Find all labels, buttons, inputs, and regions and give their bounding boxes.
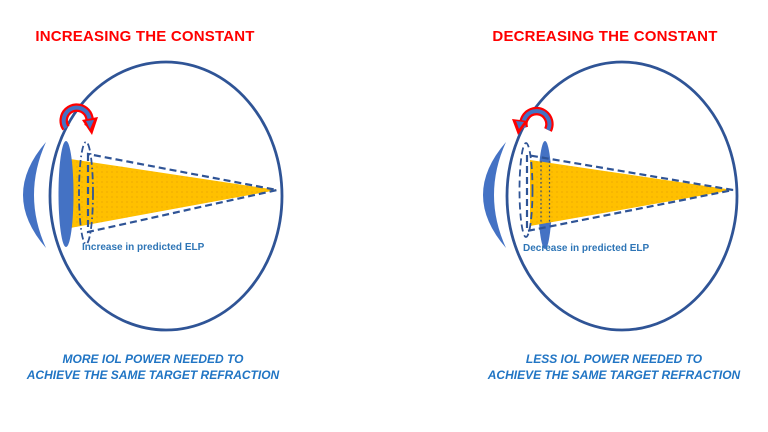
right-caption: LESS IOL POWER NEEDED TO ACHIEVE THE SAM…: [484, 351, 744, 383]
light-cone-texture: [70, 159, 277, 228]
right-caption-line2: ACHIEVE THE SAME TARGET REFRACTION: [487, 368, 741, 382]
left-panel-title: INCREASING THE CONSTANT: [35, 28, 255, 45]
left-eye-diagram: [23, 60, 284, 332]
eye-globe-outline: [48, 60, 284, 332]
right-elp-label: Decrease in predicted ELP: [523, 243, 650, 254]
right-caption-line1: LESS IOL POWER NEEDED TO: [525, 352, 703, 366]
arrow-head-inner: [516, 121, 524, 129]
rotate-back-arrow-icon: [59, 103, 98, 135]
left-elp-label: Increase in predicted ELP: [82, 242, 205, 253]
light-cone-predicted-dashed: [86, 152, 278, 234]
rotate-forward-arrow-icon: [512, 106, 554, 135]
iol-lens: [58, 141, 74, 247]
eye-globe-outline: [505, 60, 739, 332]
right-eye-diagram: [483, 60, 739, 332]
arrow-head-inner: [86, 120, 94, 129]
light-cone-predicted-dashed: [525, 153, 734, 233]
right-panel-title: DECREASING THE CONSTANT: [492, 28, 718, 45]
left-caption-line1: MORE IOL POWER NEEDED TO: [62, 352, 244, 366]
left-caption: MORE IOL POWER NEEDED TO ACHIEVE THE SAM…: [23, 351, 283, 383]
cornea-crescent: [483, 142, 506, 248]
predicted-iol-lens-dashed: [518, 142, 534, 238]
left-caption-line2: ACHIEVE THE SAME TARGET REFRACTION: [26, 368, 280, 382]
cornea-crescent: [23, 142, 46, 248]
predicted-iol-lens-dashed: [78, 141, 94, 245]
light-cone-texture: [530, 160, 733, 226]
